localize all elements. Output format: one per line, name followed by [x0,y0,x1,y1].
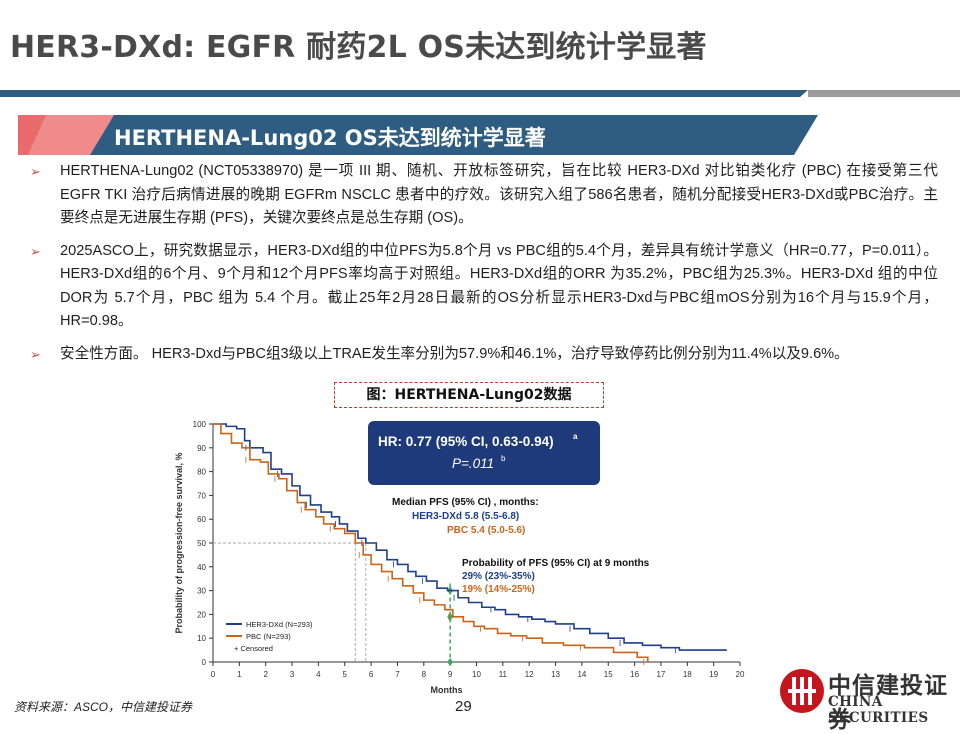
y-tick-label: 0 [202,658,207,667]
bullet-list: ➢ HERTHENA-Lung02 (NCT05338970) 是一项 III … [28,160,938,375]
probability-her3: 29% (23%-35%) [462,571,535,582]
y-tick-label: 100 [193,420,207,429]
logo-emblem [780,669,824,713]
hr-superscript: a [573,432,578,441]
x-tick-label: 6 [369,670,374,679]
pbc-curve [213,423,649,662]
x-tick-label: 12 [525,670,534,679]
x-tick-label: 11 [499,670,508,679]
x-tick-label: 2 [263,670,268,679]
x-tick-label: 8 [422,670,427,679]
x-tick-label: 9 [448,670,453,679]
legend-her3-label: HER3-DXd (N=293) [246,620,313,629]
y-tick-label: 40 [197,563,206,572]
bullet-item: ➢ 安全性方面。 HER3-Dxd与PBC组3级以上TRAE发生率分别为57.9… [28,343,938,367]
y-tick-label: 60 [197,515,206,524]
x-tick-label: 16 [630,670,639,679]
logo-text-en: CHINA SECURITIES [828,694,929,726]
p-value-superscript: b [501,454,506,463]
x-tick-label: 19 [709,670,718,679]
arrow-bullet-icon: ➢ [30,243,41,259]
arrow-bullet-icon: ➢ [30,164,41,179]
x-tick-label: 7 [395,670,400,679]
probability-pbc: 19% (14%-25%) [462,584,535,595]
hr-text: HR: 0.77 (95% CI, 0.63-0.94) [378,434,554,449]
x-tick-label: 13 [551,670,560,679]
section-banner-title: HERTHENA-Lung02 OS未达到统计学显著 [114,126,546,150]
x-axis-title: Months [431,685,463,695]
bullet-item: ➢ 2025ASCO上，研究数据显示，HER3-DXd组的中位PFS为5.8个月… [28,240,938,334]
x-tick-label: 10 [472,670,481,679]
milestone-marker [447,658,454,666]
page-number: 29 [455,698,472,715]
x-tick-label: 0 [211,670,216,679]
x-tick-label: 4 [316,670,321,679]
x-tick-label: 14 [577,670,586,679]
y-tick-label: 20 [197,610,206,619]
x-tick-label: 3 [290,670,295,679]
bullet-item: ➢ HERTHENA-Lung02 (NCT05338970) 是一项 III … [28,160,938,231]
source-note: 资料来源：ASCO，中信建投证券 [14,700,193,714]
bullet-text: HERTHENA-Lung02 (NCT05338970) 是一项 III 期、… [60,163,938,226]
bullet-text: 2025ASCO上，研究数据显示，HER3-DXd组的中位PFS为5.8个月 v… [60,242,938,330]
y-tick-label: 30 [197,587,206,596]
section-banner [18,115,818,155]
legend-censored-label: + Censored [234,644,273,653]
legend-pbc-label: PBC (N=293) [246,632,291,641]
probability-title: Probability of PFS (95% CI) at 9 months [462,558,650,569]
bullet-text: 安全性方面。 HER3-Dxd与PBC组3级以上TRAE发生率分别为57.9%和… [60,345,849,362]
hr-box [368,421,600,485]
x-tick-label: 18 [683,670,692,679]
median-pfs-title: Median PFS (95% CI) , months: [392,497,539,508]
title-divider-blue [0,90,808,97]
figure-caption: 图：HERTHENA-Lung02数据 [334,382,604,408]
y-tick-label: 10 [197,634,206,643]
logo-text-cn: 中信建投证券 [828,672,948,733]
y-tick-label: 50 [197,539,206,548]
x-tick-label: 5 [343,670,348,679]
x-tick-label: 15 [604,670,613,679]
y-tick-label: 80 [197,468,206,477]
page-title: HER3-DXd: EGFR 耐药2L OS未达到统计学显著 [10,30,707,65]
median-pfs-her3: HER3-DXd 5.8 (5.5-6.8) [412,511,519,522]
y-tick-label: 90 [197,444,206,453]
x-tick-label: 20 [736,670,745,679]
her3-dxd-curve [213,423,727,651]
y-axis-title: Probability of progression-free survival… [174,452,184,633]
x-tick-label: 17 [656,670,665,679]
median-pfs-pbc: PBC 5.4 (5.0-5.6) [447,525,525,536]
title-divider-gray [808,90,960,97]
arrow-bullet-icon: ➢ [30,346,41,362]
p-value-text: P=.011 [452,456,494,471]
x-tick-label: 1 [237,670,242,679]
y-tick-label: 70 [197,491,206,500]
